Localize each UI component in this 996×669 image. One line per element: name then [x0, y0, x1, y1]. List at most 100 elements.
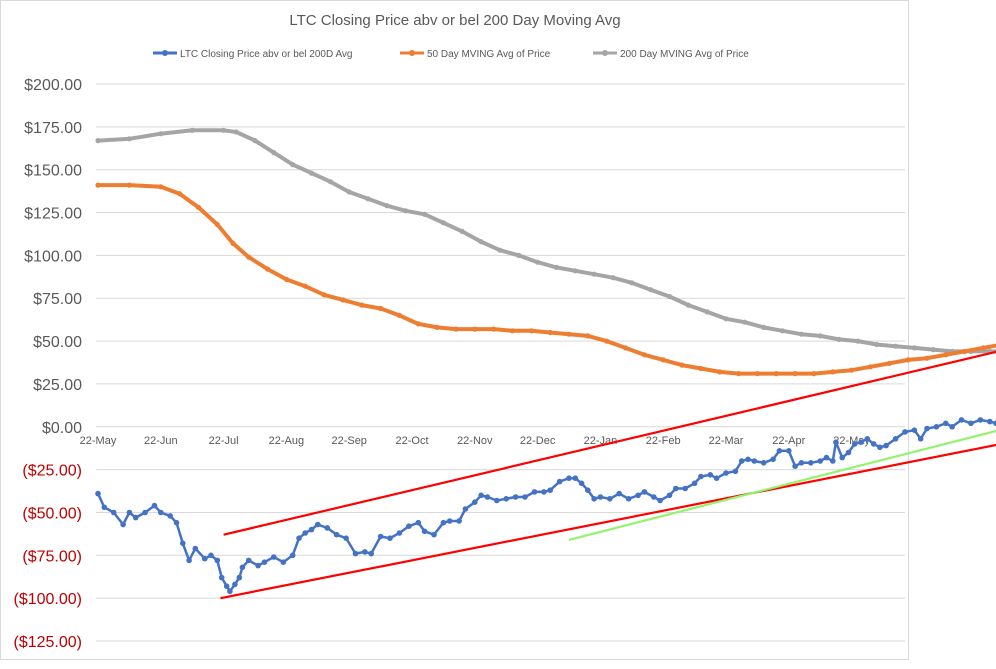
data-point [283, 276, 289, 282]
data-point [648, 287, 654, 293]
data-point [924, 425, 930, 432]
data-point [126, 182, 132, 188]
data-point [377, 533, 384, 540]
data-point [685, 302, 691, 308]
y-tick-label: $175.00 [24, 120, 82, 137]
data-point [368, 550, 375, 557]
data-point [239, 564, 246, 571]
data-point [453, 326, 459, 332]
data-point [917, 436, 924, 442]
data-point [245, 557, 252, 564]
legend-entry-200-day-avg: 200 Day MVING Avg of Price [593, 49, 749, 60]
data-point [556, 478, 563, 485]
data-point [745, 456, 751, 463]
data-point [478, 492, 484, 499]
data-point [491, 326, 497, 332]
data-point [723, 470, 729, 476]
data-point [968, 420, 974, 427]
data-point [95, 490, 101, 497]
data-point [403, 208, 409, 214]
data-point [195, 204, 202, 210]
data-point [823, 454, 830, 461]
data-point [232, 581, 238, 588]
data-point [528, 328, 534, 334]
data-point [610, 275, 616, 281]
data-point [440, 519, 447, 526]
data-point [641, 352, 648, 358]
data-point [126, 136, 132, 142]
plot-series [95, 127, 996, 595]
data-point [456, 518, 462, 524]
data-point [691, 480, 698, 487]
data-point [808, 460, 814, 466]
legend-marker-ltc-closing-price [162, 50, 168, 56]
data-point [255, 562, 261, 569]
data-point [472, 499, 478, 506]
x-tick-label: 22-May [80, 435, 117, 447]
data-point [572, 268, 578, 274]
series-2 [95, 127, 996, 354]
y-tick-label: ($100.00) [14, 591, 83, 608]
data-point [446, 518, 453, 524]
trendline-arrow [568, 429, 996, 541]
data-point [905, 357, 911, 363]
data-point [459, 228, 465, 234]
data-point [221, 127, 227, 133]
data-point [977, 417, 984, 423]
y-tick-label: $125.00 [24, 206, 82, 223]
legend-entry-50-day-avg: 50 Day MVING Avg of Price [400, 49, 551, 60]
data-point [302, 530, 309, 536]
data-point [817, 333, 823, 339]
data-point [585, 487, 591, 494]
data-point [958, 417, 965, 423]
data-point [333, 531, 340, 538]
data-point [987, 418, 993, 425]
data-point [666, 492, 673, 499]
legend-label-200-day-avg: 200 Day MVING Avg of Price [620, 49, 749, 60]
data-point [792, 371, 798, 377]
data-point [132, 514, 139, 521]
data-point [421, 528, 428, 535]
data-point [378, 305, 384, 312]
x-tick-label: 22-Jun [144, 435, 178, 447]
y-tick-label: $100.00 [24, 248, 82, 265]
data-point [230, 240, 236, 246]
data-point [343, 535, 349, 541]
data-point [886, 360, 892, 366]
data-point [192, 545, 199, 552]
data-point [902, 429, 908, 435]
x-tick-label: 22-Aug [269, 435, 304, 447]
data-point [214, 557, 221, 564]
data-point [265, 266, 271, 272]
data-point [440, 220, 446, 226]
x-tick-label: 22-Feb [646, 435, 681, 447]
x-tick-label: 22-Mar [709, 435, 744, 447]
data-point [641, 489, 648, 495]
data-point [346, 189, 352, 195]
data-point [503, 496, 510, 502]
data-point [415, 519, 422, 526]
data-point [327, 179, 333, 185]
data-point [214, 221, 220, 228]
data-point [893, 343, 899, 349]
data-point [629, 280, 635, 286]
legend-label-50-day-avg: 50 Day MVING Avg of Price [427, 49, 551, 60]
data-point [362, 549, 368, 555]
y-tick-label: ($25.00) [22, 463, 82, 480]
data-point [406, 523, 412, 529]
data-point [717, 369, 723, 375]
data-point [811, 371, 817, 377]
data-point [472, 326, 478, 332]
data-point [723, 316, 729, 322]
series-0 [95, 417, 996, 595]
data-point [509, 328, 516, 334]
data-point [110, 509, 117, 516]
data-point [704, 309, 710, 315]
data-point [302, 283, 308, 289]
data-point [151, 502, 158, 509]
data-point [387, 535, 393, 541]
data-point [202, 555, 208, 562]
legend-marker-200-day-avg [602, 50, 608, 56]
data-point [591, 271, 597, 277]
x-tick-label: 22-Dec [520, 435, 556, 447]
